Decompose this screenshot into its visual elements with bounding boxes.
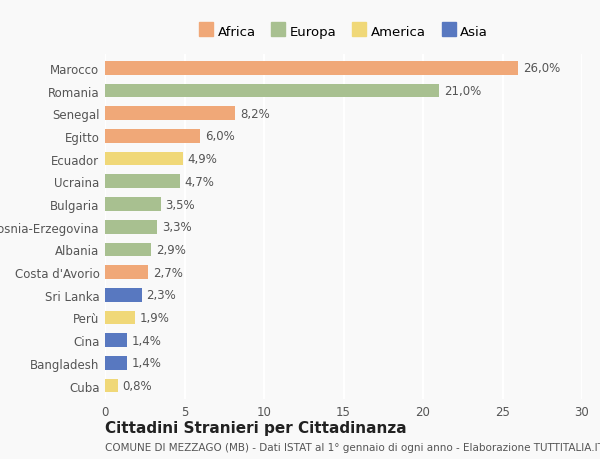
Bar [105,311,135,325]
Bar [105,84,439,98]
Bar [105,107,235,121]
Bar [105,334,127,347]
Bar [105,220,157,234]
Bar [105,152,183,166]
Bar [105,379,118,392]
Text: 0,8%: 0,8% [122,379,152,392]
Legend: Africa, Europa, America, Asia: Africa, Europa, America, Asia [196,23,491,42]
Bar [105,130,200,143]
Text: 3,5%: 3,5% [166,198,195,211]
Bar [105,243,151,257]
Text: 2,9%: 2,9% [156,243,186,256]
Text: 1,4%: 1,4% [132,357,162,369]
Bar [105,198,161,211]
Bar [105,175,180,189]
Text: 8,2%: 8,2% [240,107,270,120]
Bar [105,266,148,279]
Bar [105,288,142,302]
Text: 2,7%: 2,7% [152,266,182,279]
Text: 2,3%: 2,3% [146,289,176,302]
Text: COMUNE DI MEZZAGO (MB) - Dati ISTAT al 1° gennaio di ogni anno - Elaborazione TU: COMUNE DI MEZZAGO (MB) - Dati ISTAT al 1… [105,442,600,452]
Text: 26,0%: 26,0% [523,62,560,75]
Bar [105,356,127,370]
Bar [105,62,518,75]
Text: 21,0%: 21,0% [443,85,481,98]
Text: 4,9%: 4,9% [188,153,218,166]
Text: 4,7%: 4,7% [185,175,214,188]
Text: Cittadini Stranieri per Cittadinanza: Cittadini Stranieri per Cittadinanza [105,420,407,435]
Text: 1,4%: 1,4% [132,334,162,347]
Text: 6,0%: 6,0% [205,130,235,143]
Text: 3,3%: 3,3% [162,221,192,234]
Text: 1,9%: 1,9% [140,311,170,324]
